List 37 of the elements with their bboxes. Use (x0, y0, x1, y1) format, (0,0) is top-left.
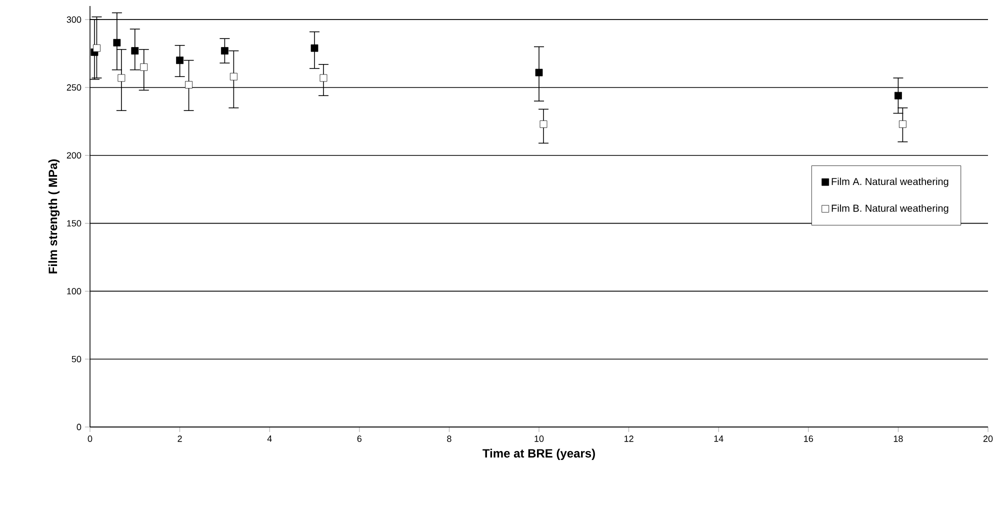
x-tick-label: 8 (447, 436, 452, 442)
y-tick-label: 200 (66, 152, 82, 159)
y-tick-label: 50 (72, 356, 82, 362)
point (93, 44, 100, 52)
point (320, 74, 328, 82)
point (140, 63, 148, 71)
x-tick-label: 4 (267, 436, 272, 442)
x-tick-label: 18 (894, 436, 903, 442)
legend-label: Film A. Natural weathering (832, 178, 948, 188)
point (894, 92, 902, 100)
x-tick-label: 6 (357, 436, 362, 442)
x-tick-label: 12 (624, 436, 634, 442)
point (185, 81, 192, 88)
point (898, 120, 906, 128)
y-tick-label: 300 (66, 16, 82, 23)
x-tick-label: 14 (714, 436, 724, 442)
point (221, 47, 228, 55)
point (230, 72, 238, 80)
x-tick-label: 20 (983, 436, 993, 442)
point (540, 120, 548, 128)
point (131, 47, 139, 55)
point (113, 38, 121, 46)
point (118, 74, 126, 82)
point (535, 68, 543, 76)
y-axis-title: Film strength ( MPa) (48, 159, 60, 274)
x-tick-label: 10 (534, 436, 544, 442)
point (176, 56, 184, 64)
point (310, 44, 318, 52)
x-tick-label: 16 (804, 436, 814, 442)
y-tick-label: 250 (66, 84, 82, 91)
x-tick-label: 0 (88, 436, 92, 442)
legend-label: Film B. Natural weathering (832, 204, 948, 214)
x-tick-label: 2 (178, 436, 182, 442)
x-axis-title: Time at BRE (years) (482, 448, 595, 460)
y-tick-label: 150 (67, 220, 82, 226)
y-tick-label: 100 (67, 288, 82, 294)
y-tick-label: 0 (76, 424, 82, 430)
